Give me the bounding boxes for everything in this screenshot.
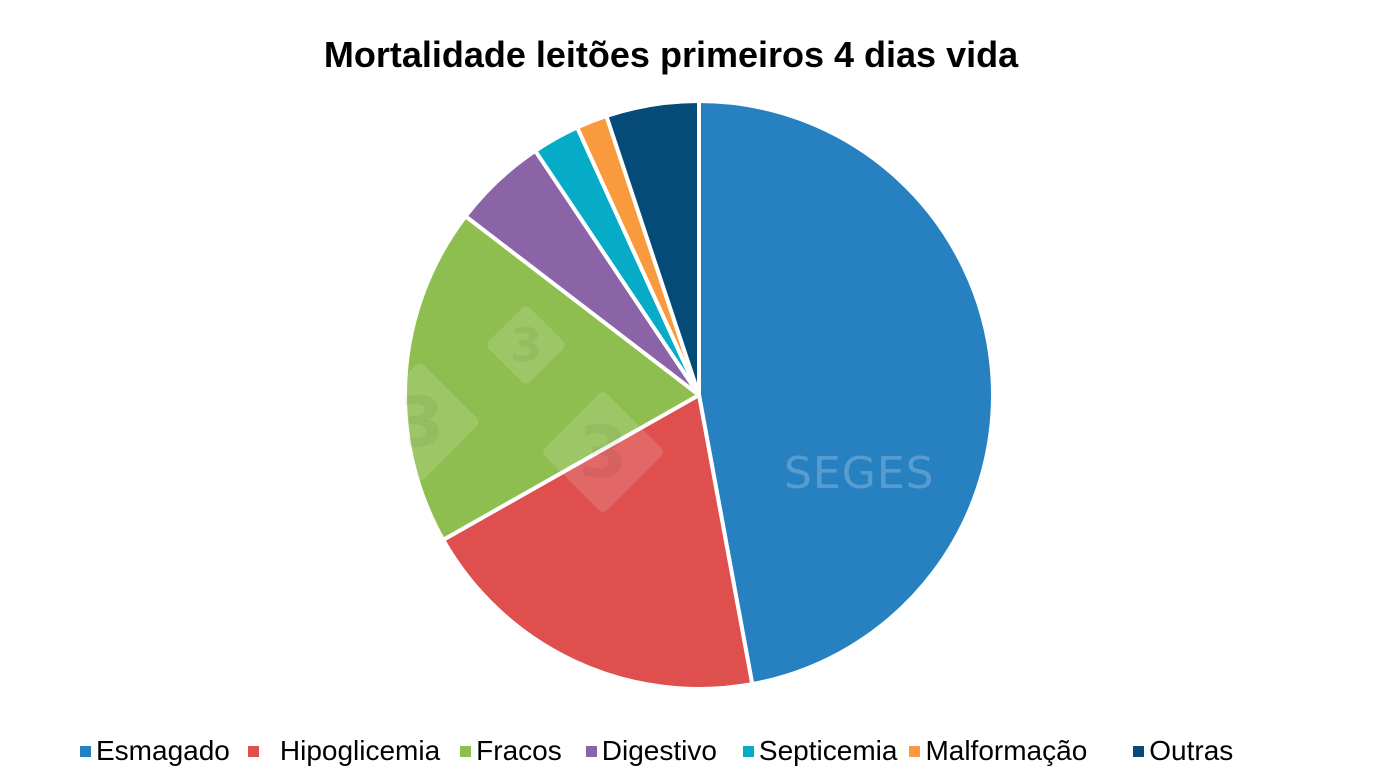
chart-title: Mortalidade leitões primeiros 4 dias vid… <box>323 34 1019 75</box>
legend: Esmagado Hipoglicemia Fracos Digestivo S… <box>80 733 1233 769</box>
pie-slice-hipoglicemia <box>441 393 755 691</box>
legend-label: Outras <box>1149 735 1234 766</box>
legend-swatch <box>80 745 91 757</box>
legend-label: Digestivo <box>601 735 717 766</box>
legend-label: Fracos <box>476 735 562 766</box>
legend-label: Esmagado <box>96 735 230 766</box>
legend-swatch <box>247 745 259 757</box>
legend-label: Hipoglicemia <box>279 735 441 766</box>
legend-swatch <box>1133 745 1145 757</box>
legend-item-digestivo: Digestivo <box>585 735 717 767</box>
legend-label: Malformação <box>925 735 1088 766</box>
svg-text:3: 3 <box>510 318 542 372</box>
legend-item-septicemia: Septicemia <box>742 735 898 767</box>
watermark-logo-icon: 333 <box>396 306 663 512</box>
watermark-text: SEGES <box>784 448 935 499</box>
legend-item-fracos: Fracos <box>460 735 562 767</box>
legend-swatch <box>909 745 921 757</box>
legend-item-hipoglicemia: Hipoglicemia <box>247 735 441 767</box>
pie-slice-fracos <box>403 214 701 542</box>
legend-item-esmagado: Esmagado <box>80 735 230 767</box>
legend-swatch <box>585 745 597 757</box>
pie-slice-outras <box>604 99 701 397</box>
legend-item-outras: Outras <box>1133 735 1233 767</box>
pie-slice-esmagado <box>697 99 995 687</box>
svg-text:3: 3 <box>396 383 444 463</box>
svg-text:3: 3 <box>579 412 628 494</box>
legend-label: Septicemia <box>758 735 898 766</box>
legend-item-malformacao: Malformação <box>909 735 1087 767</box>
legend-swatch <box>742 745 754 757</box>
legend-swatch <box>460 745 472 757</box>
